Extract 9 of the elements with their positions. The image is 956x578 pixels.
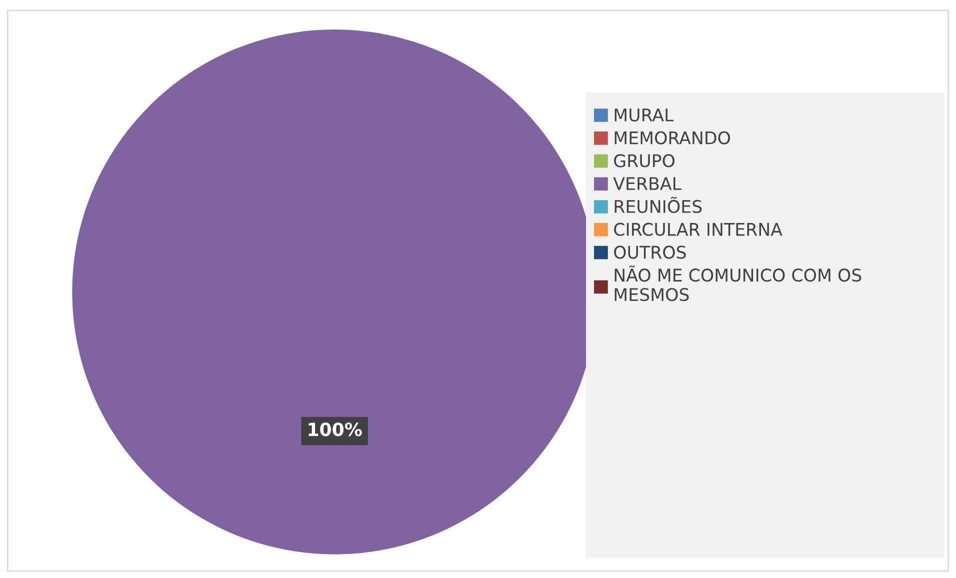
legend-label: MURAL	[614, 108, 674, 122]
legend-label: GRUPO	[614, 154, 674, 168]
legend-label: VERBAL	[613, 177, 682, 190]
data-label: 100%	[308, 422, 362, 436]
legend-label: MEMORANDO	[614, 131, 730, 144]
legend-label: CIRCULAR INTERNA	[614, 222, 782, 236]
legend-label: REUNIÕES	[614, 196, 702, 214]
legend-label: OUTROS	[614, 246, 686, 259]
legend-label: NÃO ME COMUNICO COM OS MESMOS	[614, 265, 862, 302]
